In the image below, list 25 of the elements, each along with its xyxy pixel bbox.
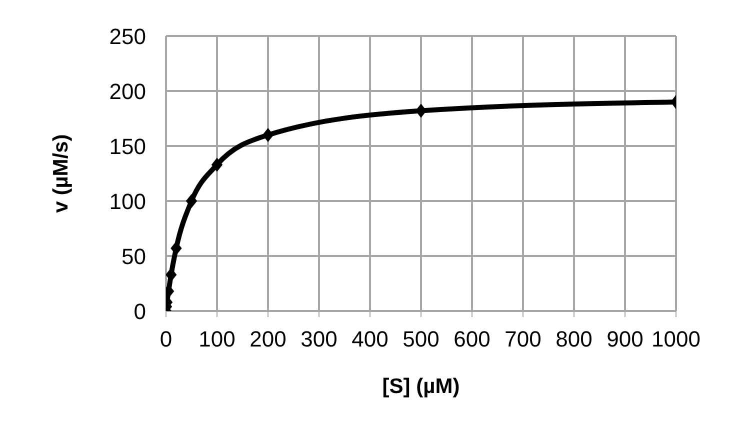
point (170, 241, 182, 256)
point (415, 104, 427, 118)
x-tick-label: 500 (402, 326, 440, 352)
y-tick-label: 50 (122, 244, 146, 269)
x-tick-label: 700 (504, 326, 542, 352)
point (211, 158, 223, 172)
y-tick-label: 0 (134, 298, 146, 324)
y-tick-label: 250 (109, 24, 146, 49)
x-axis-title: [S] (µM) (382, 375, 460, 398)
x-tick-label: 900 (606, 326, 644, 352)
x-tick-label: 600 (454, 326, 490, 352)
x-tick-label: 100 (198, 326, 236, 352)
x-tick-label: 300 (300, 326, 338, 352)
point (262, 128, 274, 142)
x-tick-label: 200 (250, 326, 286, 352)
y-tick-label: 150 (109, 134, 146, 159)
y-axis-title: v (µM/s) (49, 134, 72, 213)
x-tick-label: 0 (160, 326, 172, 352)
x-tick-label: 800 (556, 326, 592, 352)
point (186, 194, 198, 208)
x-tick-label: 400 (352, 326, 388, 352)
point (166, 268, 177, 282)
y-tick-label: 100 (109, 188, 146, 214)
y-tick-label: 200 (109, 78, 146, 104)
x-tick-label: 1000 (652, 326, 700, 352)
